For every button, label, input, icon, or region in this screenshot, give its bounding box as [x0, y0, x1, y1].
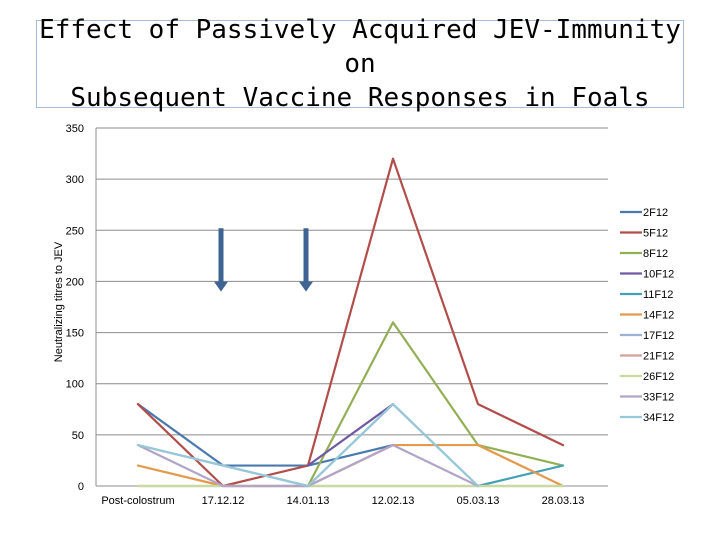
y-tick-label: 250	[66, 225, 84, 237]
y-tick-label: 0	[78, 481, 84, 493]
vaccination-arrow-head	[214, 281, 228, 292]
y-tick-label: 100	[66, 379, 84, 391]
x-tick-label: 12.02.13	[372, 495, 415, 507]
legend-label: 33F12	[643, 392, 674, 404]
series-line-2F12	[136, 403, 395, 467]
legend-label: 2F12	[643, 207, 668, 219]
y-tick-label: 300	[66, 174, 84, 186]
chart-title-line-2: Subsequent Vaccine Responses in Foals	[70, 83, 650, 113]
y-tick-label: 50	[72, 430, 84, 442]
legend-label: 34F12	[643, 412, 674, 424]
legend-label: 21F12	[643, 351, 674, 363]
series-lines	[136, 157, 565, 488]
y-tick-label: 350	[66, 123, 84, 135]
legend-label: 5F12	[643, 228, 668, 240]
legend: 2F12 5F12 8F12 10F12 11F12 14F12 17F12 21F12 26F…	[620, 207, 674, 424]
legend-label: 14F12	[643, 310, 674, 322]
vaccination-arrow-head	[299, 281, 313, 292]
x-axis-ticks: Post-colostrum 17.12.12 14.01.13 12.02.13 05…	[101, 495, 584, 507]
series-line-34F12	[136, 403, 480, 488]
y-axis-ticks: 0 50 100 150 200 250 300 350	[66, 123, 84, 493]
x-tick-label: 28.03.13	[542, 495, 585, 507]
x-tick-label: 05.03.13	[457, 495, 500, 507]
legend-label: 26F12	[643, 371, 674, 383]
legend-label: 11F12	[643, 289, 673, 301]
legend-label: 8F12	[643, 248, 668, 260]
series-line-10F12	[306, 403, 395, 467]
y-axis-label: Neutralizing titres to JEV	[53, 241, 65, 362]
series-line-5F12	[136, 157, 565, 488]
chart-title-box: Effect of Passively Acquired JEV-Immunit…	[36, 15, 684, 113]
vaccination-arrows	[214, 228, 313, 292]
y-tick-label: 150	[66, 328, 84, 340]
y-tick-label: 200	[66, 276, 84, 288]
x-tick-label: 17.12.12	[202, 495, 245, 507]
legend-label: 17F12	[643, 330, 674, 342]
series-line-11F12	[476, 464, 565, 488]
x-tick-label: Post-colostrum	[101, 495, 174, 507]
legend-label: 10F12	[643, 269, 674, 281]
series-line-8F12	[306, 321, 565, 488]
chart-title-line-1: Effect of Passively Acquired JEV-Immunit…	[39, 15, 681, 79]
x-tick-label: 14.01.13	[287, 495, 330, 507]
